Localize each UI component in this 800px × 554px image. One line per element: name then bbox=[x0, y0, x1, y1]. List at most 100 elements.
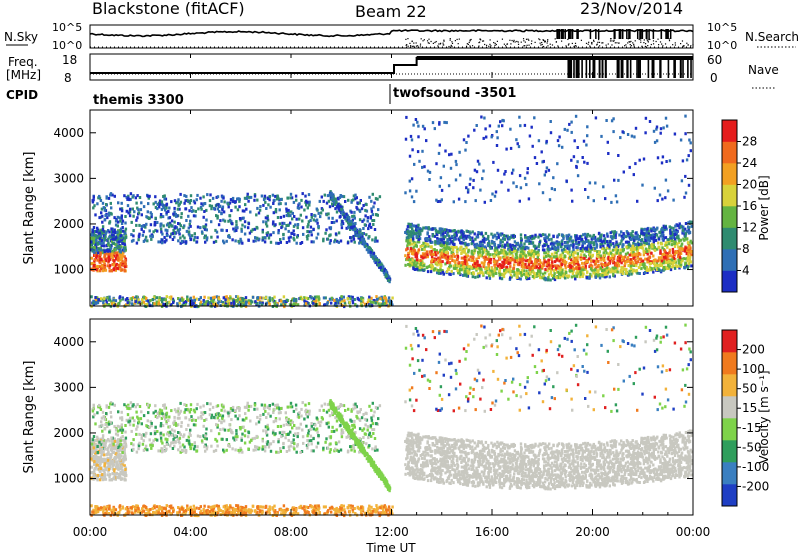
scatter-cell bbox=[249, 302, 252, 305]
scatter-cell bbox=[407, 236, 410, 240]
scatter-cell bbox=[290, 231, 293, 235]
scatter-cell bbox=[227, 234, 230, 238]
scatter-cell bbox=[508, 267, 511, 271]
scatter-cell bbox=[339, 296, 342, 300]
scatter-cell bbox=[537, 273, 540, 277]
scatter-cell bbox=[151, 298, 154, 301]
scatter-cell bbox=[120, 216, 123, 220]
scatter-cell bbox=[278, 208, 281, 212]
scatter-cell bbox=[126, 297, 129, 300]
scatter-cell bbox=[161, 238, 164, 242]
scatter-cell bbox=[334, 238, 337, 242]
nsearch-point bbox=[643, 41, 645, 44]
scatter-cell bbox=[96, 202, 99, 206]
nsearch-point bbox=[451, 45, 453, 48]
scatter-cell bbox=[466, 262, 469, 266]
scatter-cell bbox=[252, 239, 255, 243]
scatter-cell bbox=[110, 244, 113, 248]
scatter-cell bbox=[577, 263, 580, 267]
scatter-cell bbox=[622, 259, 625, 263]
scatter-cell bbox=[113, 228, 116, 232]
scatter-cell bbox=[161, 241, 164, 245]
scatter-cell bbox=[669, 268, 673, 272]
scatter-cell bbox=[462, 241, 465, 245]
scatter-cell bbox=[218, 209, 221, 213]
scatter-cell bbox=[90, 256, 93, 260]
scatter-cell bbox=[541, 233, 545, 237]
scatter-cell bbox=[636, 233, 639, 237]
scatter-cell bbox=[232, 300, 236, 304]
scatter-cell bbox=[550, 237, 553, 241]
scatter-cell bbox=[550, 267, 553, 271]
scatter-cell bbox=[645, 250, 649, 253]
freq-spike bbox=[576, 58, 579, 78]
scatter-cell bbox=[426, 255, 429, 259]
nsearch-point bbox=[659, 41, 662, 43]
scatter-cell bbox=[349, 297, 352, 301]
scatter-cell bbox=[525, 246, 528, 250]
scatter-cell bbox=[485, 249, 488, 253]
freq-spike bbox=[673, 58, 675, 78]
scatter-cell bbox=[423, 255, 426, 259]
scatter-cell bbox=[91, 200, 95, 204]
scatter-cell bbox=[532, 255, 535, 259]
scatter-cell bbox=[298, 217, 301, 221]
nsearch-point bbox=[495, 43, 497, 46]
scatter-cell bbox=[197, 207, 200, 211]
scatter-cell bbox=[381, 303, 384, 307]
scatter-cell bbox=[254, 239, 257, 243]
scatter-cell bbox=[426, 253, 429, 257]
scatter-cell bbox=[354, 230, 357, 234]
scatter-cell bbox=[643, 250, 646, 254]
scatter-cell bbox=[315, 295, 318, 299]
scatter-cell bbox=[638, 235, 641, 238]
scatter-cell bbox=[91, 262, 94, 265]
scatter-cell bbox=[116, 266, 119, 270]
scatter-cell bbox=[600, 233, 603, 237]
scatter-cell bbox=[547, 267, 550, 271]
scatter-cell bbox=[589, 244, 592, 248]
nsearch-point bbox=[437, 45, 439, 47]
scatter-cell bbox=[673, 266, 677, 270]
scatter-cell bbox=[405, 232, 409, 236]
scatter-cell bbox=[645, 233, 648, 237]
scatter-cell bbox=[566, 244, 569, 248]
scatter-cell bbox=[230, 220, 233, 224]
scatter-cell bbox=[500, 273, 503, 277]
scatter-cell bbox=[122, 229, 125, 233]
scatter-cell bbox=[282, 237, 285, 241]
scatter-cell bbox=[165, 232, 169, 236]
scatter-cell bbox=[102, 264, 105, 268]
scatter-cell bbox=[557, 241, 561, 245]
scatter-cell bbox=[668, 263, 671, 267]
scatter-cell bbox=[580, 237, 584, 241]
scatter-cell bbox=[593, 269, 596, 273]
scatter-cell bbox=[556, 234, 559, 238]
scatter-cell bbox=[106, 296, 109, 300]
nsearch-point bbox=[442, 42, 444, 44]
scatter-cell bbox=[117, 245, 120, 248]
nsky-spike bbox=[640, 29, 642, 39]
scatter-cell bbox=[645, 229, 648, 233]
scatter-cell bbox=[100, 242, 103, 245]
scatter-cell bbox=[241, 297, 244, 300]
scatter-cell bbox=[288, 239, 291, 243]
scatter-cell bbox=[93, 266, 96, 270]
scatter-cell bbox=[656, 247, 659, 251]
scatter-cell bbox=[544, 233, 547, 237]
scatter-cell bbox=[99, 299, 102, 303]
scatter-cell bbox=[238, 217, 242, 220]
nsearch-point bbox=[413, 45, 415, 47]
nsearch-point bbox=[649, 38, 651, 41]
scatter-cell bbox=[502, 251, 505, 255]
scatter-cell bbox=[195, 305, 198, 309]
scatter-cell bbox=[481, 272, 485, 276]
scatter-cell bbox=[435, 253, 438, 257]
scatter-cell bbox=[362, 240, 366, 244]
scatter-cell bbox=[382, 300, 385, 304]
scatter-cell bbox=[379, 297, 382, 301]
scatter-cell bbox=[305, 235, 309, 238]
scatter-cell bbox=[107, 258, 111, 262]
scatter-cell bbox=[280, 303, 283, 307]
scatter-cell bbox=[470, 259, 473, 262]
